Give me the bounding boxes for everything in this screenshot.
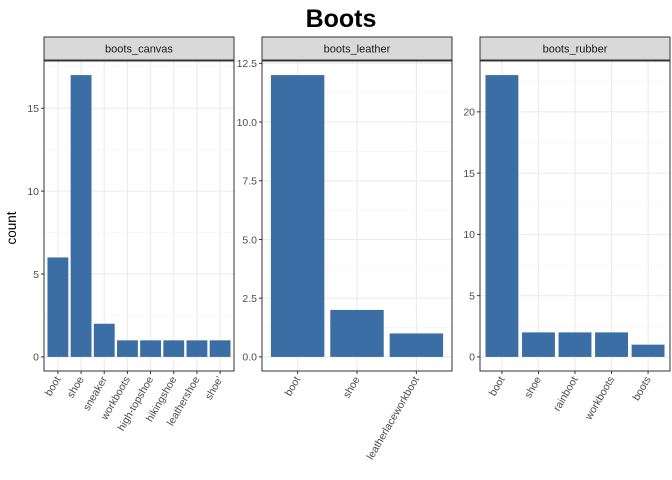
facet-strip — [261, 36, 453, 61]
x-tick-label: boot — [43, 374, 64, 398]
bar-high-topshoe — [140, 340, 162, 357]
x-tick-label: boot — [283, 374, 304, 398]
bar-workboots — [595, 332, 628, 357]
y-tick-label: 15 — [27, 103, 39, 115]
y-tick-label: 10.0 — [237, 117, 258, 129]
x-tick-label: boots — [630, 375, 653, 403]
facet-boots_leather: boots_leather 0.0 2.5 5.0 7.5 10.0 12.5 boot sho… — [237, 36, 453, 462]
bar-leatherlaceworkboot — [389, 333, 444, 357]
facet-strip — [43, 36, 235, 61]
bar-sneaker — [93, 323, 115, 357]
bar-leathershoe — [186, 340, 208, 357]
y-tick-label: 10 — [463, 229, 475, 241]
y-tick-label: 0.0 — [242, 352, 257, 364]
bar-hikingshoe — [163, 340, 185, 357]
x-tick-label: rainboot — [551, 374, 580, 413]
bar-workboots — [116, 340, 138, 357]
y-axis-label: count — [4, 211, 19, 244]
facet-strip-label: boots_canvas — [105, 44, 173, 56]
panel-border — [43, 60, 235, 372]
facet-strip-label: boots_leather — [324, 44, 391, 56]
x-tick-label: shoe — [65, 374, 87, 400]
x-tick-label: shoe — [341, 374, 363, 400]
bar-boot — [485, 75, 519, 357]
y-tick-label: 0 — [469, 352, 475, 364]
y-tick-label: 7.5 — [242, 176, 257, 188]
y-tick-label: 0 — [33, 352, 39, 364]
x-tick-label: boot — [487, 374, 508, 398]
chart-title: Boots — [306, 5, 377, 33]
facet-boots_rubber: boots_rubber 0 5 10 15 20 boot shoe rainboot work… — [463, 36, 671, 423]
facet-strip-label: boots_rubber — [543, 44, 608, 56]
facet-strip — [479, 36, 671, 61]
y-tick-label: 5.0 — [242, 234, 257, 246]
y-tick-label: 15 — [463, 168, 475, 180]
bar-shoe — [70, 75, 92, 357]
bar-rainboot — [558, 332, 592, 357]
y-tick-label: 12.5 — [237, 58, 258, 70]
panel-border — [479, 60, 671, 372]
panel-border — [261, 60, 453, 372]
bar-shoe — [330, 309, 384, 357]
y-tick-label: 20 — [463, 107, 475, 119]
x-tick-label: shoe' — [203, 375, 226, 402]
y-tick-label: 10 — [27, 186, 39, 198]
bar-boots — [631, 344, 665, 357]
x-tick-label: leatherlaceworkboot — [365, 374, 422, 461]
y-tick-label: 5 — [33, 269, 39, 281]
y-tick-label: 2.5 — [242, 293, 257, 305]
bar-boot — [47, 257, 69, 357]
x-tick-label: workboots — [582, 375, 617, 423]
bar-shoe' — [209, 340, 231, 357]
bar-boot — [270, 75, 325, 357]
x-tick-label: shoe — [522, 374, 544, 400]
y-tick-label: 5 — [469, 290, 475, 302]
bar-shoe — [522, 332, 555, 357]
